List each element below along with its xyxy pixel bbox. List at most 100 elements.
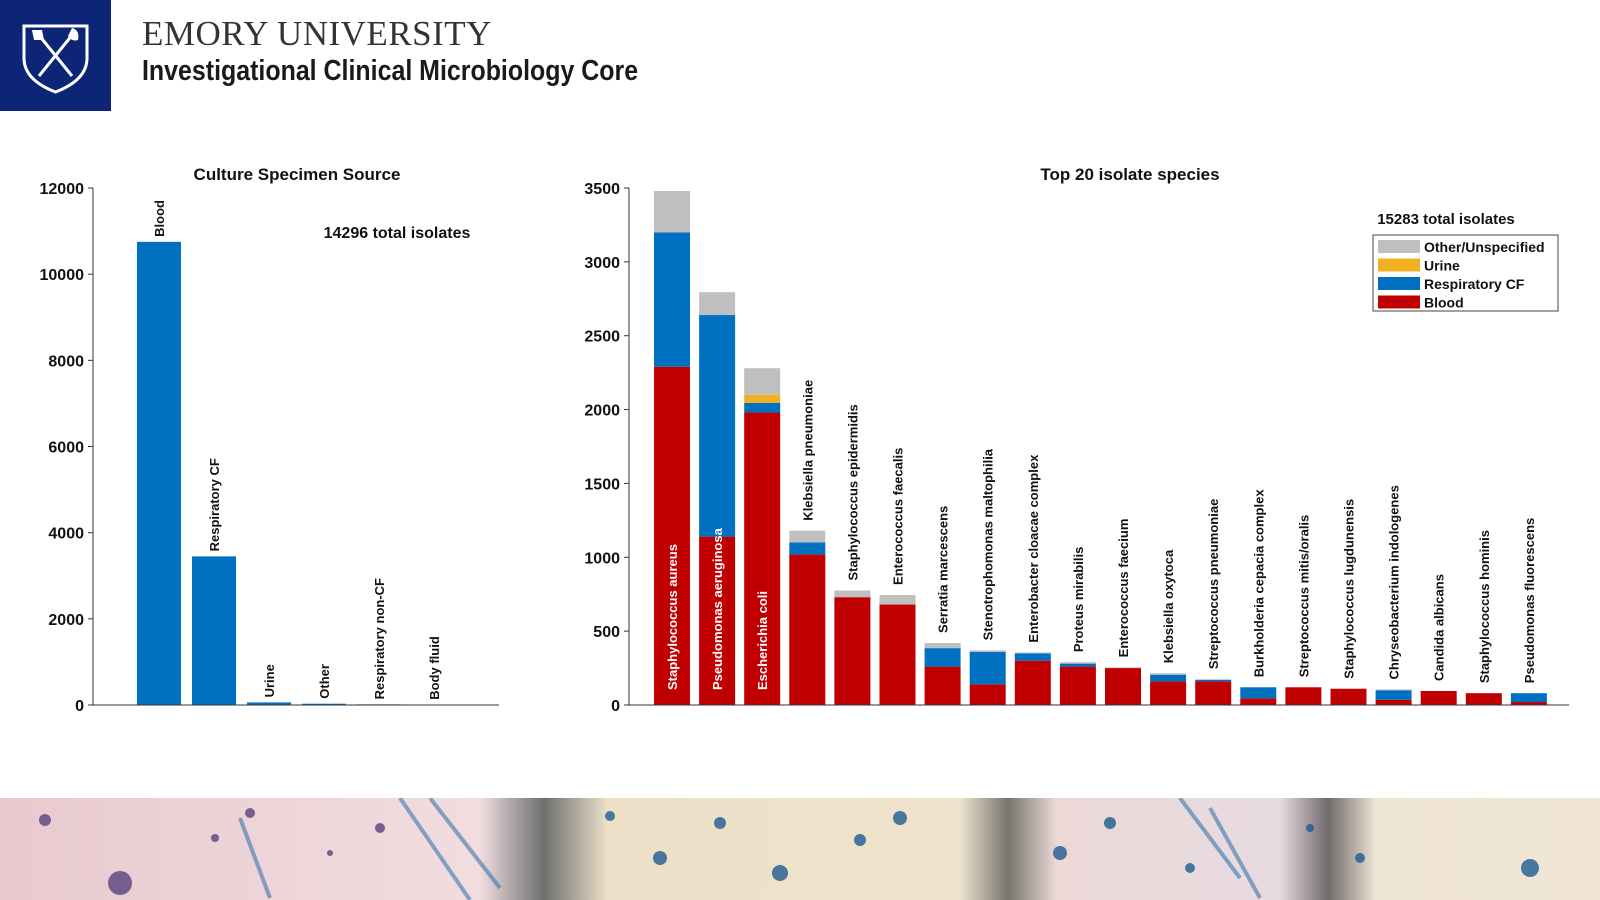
chart2-bar-segment <box>1014 653 1051 661</box>
chart1-bar-label: Respiratory non-CF <box>372 578 387 699</box>
chart1-bar <box>137 241 181 705</box>
chart2-y-tick-label: 2000 <box>584 403 620 420</box>
chart1-title: Culture Specimen Source <box>194 165 401 184</box>
chart2-bar-segment <box>1150 674 1187 682</box>
chart2-bar-segment <box>1150 681 1187 705</box>
chart2-y-tick-label: 500 <box>593 624 620 641</box>
chart2-bar-segment <box>1240 687 1277 699</box>
charts-canvas: Culture Specimen Source 14296 total isol… <box>40 165 1569 715</box>
chart2-bar-segment <box>654 190 690 233</box>
emory-shield-icon <box>22 24 89 94</box>
chart2-bar-label: Staphylococcus epidermidis <box>845 404 860 580</box>
chart1-bar <box>302 703 346 705</box>
chart2-bar-segment <box>699 292 736 316</box>
chart2-bar-label: Enterococcus faecium <box>1116 519 1131 658</box>
chart2-bar-segment <box>1059 666 1096 705</box>
chart-top-species: Top 20 isolate species 15283 total isola… <box>584 165 1569 715</box>
chart1-y-tick-label: 6000 <box>48 440 84 457</box>
chart2-bar-segment <box>924 666 961 705</box>
chart2-bar-segment <box>789 542 826 555</box>
chart2-bar-label: Serratia marcescens <box>936 506 951 633</box>
logo-box <box>0 0 111 111</box>
chart2-bar-segment <box>699 315 736 537</box>
chart2-bar-segment <box>879 604 916 705</box>
chart2-bar-segment <box>1105 667 1141 669</box>
chart2-bar-segment <box>924 648 961 667</box>
chart2-legend: Other/Unspecified Urine Respiratory CF Bloo… <box>1372 234 1559 312</box>
chart2-bar-segment <box>1014 660 1051 705</box>
legend-swatch <box>1378 258 1420 272</box>
chart1-y-tick-label: 4000 <box>48 526 84 543</box>
chart2-title: Top 20 isolate species <box>1040 165 1219 184</box>
chart2-bar-label: Proteus mirabilis <box>1071 547 1086 652</box>
chart2-y-tick-label: 3000 <box>584 255 620 272</box>
chart2-y-tick-label: 1000 <box>584 550 620 567</box>
legend-swatch <box>1378 277 1420 290</box>
legend-label: Blood <box>1424 295 1464 311</box>
chart2-bar-segment <box>924 642 961 649</box>
chart2-bar-segment <box>969 684 1006 705</box>
chart2-bar-label: Staphylococcus aureus <box>665 544 680 690</box>
chart2-bar-segment <box>1150 673 1187 675</box>
chart2-bar-segment <box>789 554 826 705</box>
chart1-y-tick-label: 8000 <box>48 353 84 370</box>
university-name: EMORY UNIVERSITY <box>142 14 492 53</box>
chart2-bar-segment <box>1375 689 1412 691</box>
chart1-bar <box>247 702 291 705</box>
chart1-y-tick-label: 10000 <box>40 267 85 284</box>
chart2-bar-segment <box>1285 687 1322 705</box>
chart2-bar-label: Staphylococcus hominis <box>1477 530 1492 683</box>
chart2-bar-label: Streptococcus pneumoniae <box>1206 499 1221 669</box>
chart2-bar-segment <box>1240 698 1277 705</box>
chart2-bar-segment <box>834 597 871 705</box>
chart1-total-isolates: 14296 total isolates <box>324 225 471 242</box>
chart2-bar-label: Pseudomonas fluorescens <box>1522 518 1537 683</box>
chart2-bar-label: Streptococcus mitis/oralis <box>1296 515 1311 678</box>
legend-label: Respiratory CF <box>1424 276 1525 292</box>
chart2-y-axis: 0 500 1000 1500 2000 2500 3000 3500 <box>584 181 629 715</box>
agar-plates-photo <box>0 798 1600 900</box>
chart2-bar-label: Klebsiella oxytoca <box>1161 549 1176 663</box>
chart1-y-tick-label: 12000 <box>40 181 85 198</box>
chart1-bar-label: Urine <box>262 664 277 697</box>
chart2-bar-labels: Staphylococcus aureus Pseudomonas aerugin… <box>665 380 1537 690</box>
chart2-y-tick-label: 0 <box>611 698 620 715</box>
chart2-bar-segment <box>1510 693 1547 703</box>
chart2-bar-segment <box>1105 668 1141 705</box>
chart-specimen-source: Culture Specimen Source 14296 total isol… <box>40 165 499 715</box>
chart2-bar-label: Staphylococcus lugdunensis <box>1342 499 1357 679</box>
chart2-bar-label: Burkholderia cepacia complex <box>1251 489 1266 678</box>
legend-swatch <box>1378 295 1420 309</box>
chart2-bar-segment <box>834 590 871 598</box>
chart2-bar-segment <box>1195 681 1232 705</box>
chart2-bar-segment <box>1195 679 1232 682</box>
chart2-bar-label: Stenotrophomonas maltophilia <box>981 448 996 640</box>
legend-swatch <box>1378 240 1420 253</box>
chart2-bar-segment <box>654 366 690 705</box>
chart2-bar-segment <box>1059 662 1096 664</box>
chart1-bar-labels: Blood Respiratory CF Urine Other Respiratory… <box>152 200 442 700</box>
chart2-y-tick-label: 3500 <box>584 181 620 198</box>
chart2-bar-segment <box>969 651 1006 685</box>
chart2-bar-segment <box>699 536 736 705</box>
chart2-bars <box>654 190 1547 705</box>
chart1-y-tick-label: 2000 <box>48 612 84 629</box>
chart2-bar-segment <box>744 402 781 413</box>
chart2-bar-segment <box>1375 690 1412 700</box>
chart2-bar-segment <box>1059 663 1096 667</box>
chart2-bar-segment <box>744 412 781 705</box>
chart2-bar-label: Chryseobacterium indologenes <box>1387 485 1402 679</box>
chart2-bar-segment <box>879 594 916 605</box>
chart2-bar-segment <box>1330 688 1367 705</box>
chart2-bar-segment <box>1195 679 1232 680</box>
chart2-y-tick-label: 2500 <box>584 329 620 346</box>
chart2-bar-label: Enterococcus faecalis <box>891 448 906 585</box>
chart1-bar <box>192 556 236 705</box>
chart2-bar-label: Klebsiella pneumoniae <box>800 380 815 521</box>
chart1-bar-label: Blood <box>152 200 167 237</box>
chart2-y-tick-label: 1500 <box>584 476 620 493</box>
chart2-bar-segment <box>789 530 826 543</box>
chart2-bar-segment <box>744 368 781 395</box>
chart2-bar-segment <box>654 232 690 367</box>
chart2-bar-segment <box>1510 702 1547 705</box>
